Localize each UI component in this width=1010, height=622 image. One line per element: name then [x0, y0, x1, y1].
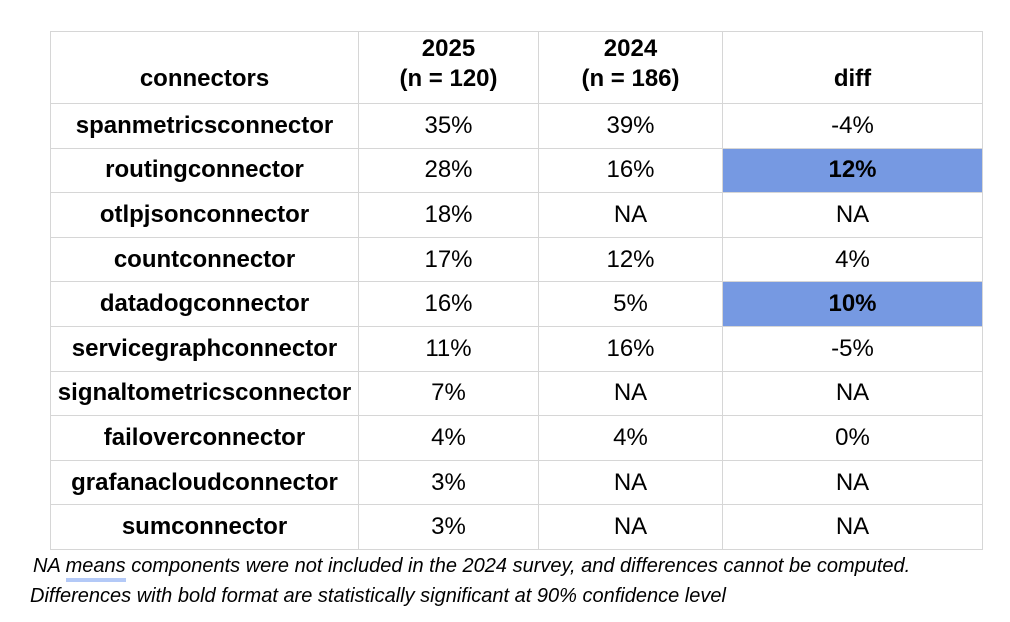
column-header-2024: 2024 (n = 186) [538, 31, 723, 104]
column-header-label: 2024 [603, 35, 658, 62]
value-2025-cell: 35% [358, 103, 539, 149]
table-row: countconnector 17% 12% 4% [50, 236, 983, 283]
connector-name-cell: countconnector [50, 236, 359, 283]
value-2025-cell: 7% [358, 370, 539, 417]
connector-name-cell: failoverconnector [50, 415, 359, 461]
footnote-line-2: Differences with bold format are statist… [30, 585, 726, 607]
value-2025-cell: 28% [358, 147, 539, 194]
column-header-label: diff [833, 65, 872, 92]
connectors-survey-table: connectors 2025 (n = 120) 2024 (n = 186)… [50, 31, 983, 550]
table-row: spanmetricsconnector 35% 39% -4% [50, 103, 983, 149]
footnote-text: NA [33, 555, 66, 577]
value-2025-cell: 3% [358, 459, 539, 506]
footnote: NA means components were not included in… [30, 551, 910, 611]
connector-name-cell: routingconnector [50, 147, 359, 194]
diff-value-cell: 4% [722, 236, 983, 283]
value-2024-cell: 16% [538, 325, 723, 372]
value-2024-cell: NA [538, 370, 723, 417]
diff-value-cell: NA [722, 459, 983, 506]
table-row: servicegraphconnector 11% 16% -5% [50, 325, 983, 372]
connector-name-cell: servicegraphconnector [50, 325, 359, 372]
value-2024-cell: NA [538, 192, 723, 238]
value-2025-cell: 18% [358, 192, 539, 238]
connector-name-cell: signaltometricsconnector [50, 370, 359, 417]
connector-name-cell: otlpjsonconnector [50, 192, 359, 238]
table-row: grafanacloudconnector 3% NA NA [50, 459, 983, 506]
table-row: datadogconnector 16% 5% 10% [50, 281, 983, 327]
table-row: failoverconnector 4% 4% 0% [50, 415, 983, 461]
column-header-label: connectors [139, 65, 270, 92]
diff-value-cell: NA [722, 504, 983, 550]
diff-value-cell: 0% [722, 415, 983, 461]
diff-value-cell: 10% [722, 281, 983, 327]
diff-value-cell: NA [722, 192, 983, 238]
column-header-connectors: connectors [50, 31, 359, 104]
column-header-label: 2025 [421, 35, 476, 62]
header-row: connectors 2025 (n = 120) 2024 (n = 186)… [50, 31, 983, 104]
diff-value-cell: -5% [722, 325, 983, 372]
value-2024-cell: NA [538, 504, 723, 550]
survey-table-container: connectors 2025 (n = 120) 2024 (n = 186)… [50, 31, 983, 550]
column-header-sublabel: (n = 120) [399, 65, 498, 92]
table-row: signaltometricsconnector 7% NA NA [50, 370, 983, 417]
underlined-word-means: means [65, 555, 126, 582]
value-2024-cell: NA [538, 459, 723, 506]
value-2024-cell: 16% [538, 147, 723, 194]
column-header-sublabel: (n = 186) [581, 65, 680, 92]
connector-name-cell: spanmetricsconnector [50, 103, 359, 149]
value-2024-cell: 12% [538, 236, 723, 283]
value-2024-cell: 4% [538, 415, 723, 461]
connector-name-cell: sumconnector [50, 504, 359, 550]
connector-name-cell: datadogconnector [50, 281, 359, 327]
diff-value-cell: 12% [722, 147, 983, 194]
footnote-line-1: NA means components were not included in… [30, 551, 911, 582]
table-body: spanmetricsconnector 35% 39% -4% routing… [50, 103, 983, 550]
diff-value-cell: -4% [722, 103, 983, 149]
table-row: sumconnector 3% NA NA [50, 504, 983, 550]
value-2025-cell: 16% [358, 281, 539, 327]
table-row: otlpjsonconnector 18% NA NA [50, 192, 983, 238]
value-2025-cell: 3% [358, 504, 539, 550]
footnote-text: components were not included in the 2024… [125, 555, 911, 577]
column-header-diff: diff [722, 31, 983, 104]
value-2024-cell: 39% [538, 103, 723, 149]
value-2025-cell: 11% [358, 325, 539, 372]
value-2024-cell: 5% [538, 281, 723, 327]
value-2025-cell: 17% [358, 236, 539, 283]
value-2025-cell: 4% [358, 415, 539, 461]
diff-value-cell: NA [722, 370, 983, 417]
connector-name-cell: grafanacloudconnector [50, 459, 359, 506]
column-header-2025: 2025 (n = 120) [358, 31, 539, 104]
table-row: routingconnector 28% 16% 12% [50, 147, 983, 194]
